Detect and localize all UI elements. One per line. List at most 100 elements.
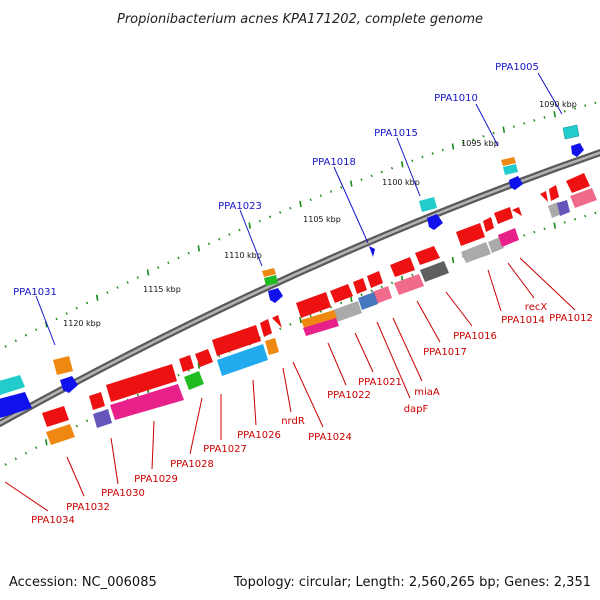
gene-ppa1030[interactable] xyxy=(89,392,105,410)
gene-ppa1021-blue[interactable] xyxy=(358,292,378,310)
gene-box-ppa1031[interactable] xyxy=(53,356,73,375)
gene-box-ppa1009[interactable] xyxy=(501,157,516,166)
gene-box-left-cyan[interactable] xyxy=(0,375,25,395)
gene-ppa1021-a[interactable] xyxy=(367,271,383,288)
label-ppa1018[interactable]: PPA1018 xyxy=(312,157,356,168)
label-ppa1032[interactable]: PPA1032 xyxy=(66,502,110,513)
gene-arrow-ppa1006[interactable] xyxy=(571,143,584,157)
leader-miaa xyxy=(392,317,423,382)
gene-ppa1017-a[interactable] xyxy=(415,246,440,265)
gene-recx-b[interactable] xyxy=(540,191,548,202)
gene-ppa1022-magenta[interactable] xyxy=(303,318,339,336)
gene-ppa1027[interactable] xyxy=(195,349,213,367)
gene-ppa1032-b[interactable] xyxy=(46,424,75,445)
gene-ppa1014-red[interactable] xyxy=(494,207,513,224)
gene-box-ppa1023a[interactable] xyxy=(262,268,276,277)
ruler-minor-tick xyxy=(65,312,68,315)
gene-arrow-ppa1015b[interactable] xyxy=(427,214,443,230)
inner-ruler-minor-tick xyxy=(309,314,312,318)
label-ppa1012[interactable]: PPA1012 xyxy=(549,313,593,324)
gene-ppa1024-orange[interactable] xyxy=(265,338,279,355)
label-ppa1024[interactable]: PPA1024 xyxy=(308,432,352,443)
gene-box-ppa1023b[interactable] xyxy=(264,275,278,286)
gene-ppa1021-pink[interactable] xyxy=(372,286,392,304)
ruler-minor-tick xyxy=(177,256,180,260)
gene-nrdr[interactable] xyxy=(272,315,282,328)
gene-ppa1021-b[interactable] xyxy=(353,278,367,294)
label-miaa[interactable]: miaA xyxy=(414,387,440,398)
gene-arrow-ppa1023[interactable] xyxy=(268,288,283,303)
label-recx[interactable]: recX xyxy=(525,302,548,313)
gene-dapf[interactable] xyxy=(394,274,424,295)
ruler-minor-tick xyxy=(319,194,322,198)
label-ppa1028[interactable]: PPA1028 xyxy=(170,459,214,470)
gene-ppa1028-green[interactable] xyxy=(184,371,204,390)
label-ppa1023[interactable]: PPA1023 xyxy=(218,201,262,212)
gene-recx[interactable] xyxy=(549,185,559,201)
gene-box-ppa1010[interactable] xyxy=(503,164,518,175)
ruler-minor-tick xyxy=(594,101,597,105)
ruler-major-tick xyxy=(197,245,201,252)
ruler-major-tick xyxy=(146,269,150,276)
gene-ppa1032[interactable] xyxy=(42,406,69,427)
ruler-minor-tick xyxy=(85,301,89,305)
label-ppa1022[interactable]: PPA1022 xyxy=(327,390,371,401)
kbp-label-1095: 1095 kbp xyxy=(461,139,499,148)
gene-ppa1022-orange[interactable] xyxy=(301,310,337,328)
ruler-major-tick xyxy=(248,222,251,229)
gene-ppa1022-b[interactable] xyxy=(296,292,331,318)
inner-ruler-major-tick xyxy=(451,256,455,264)
ruler-minor-tick xyxy=(35,328,38,332)
inner-ruler-major-tick xyxy=(299,316,302,324)
gene-box-left-blue[interactable] xyxy=(0,392,32,418)
label-ppa1014[interactable]: PPA1014 xyxy=(501,315,545,326)
label-ppa1015[interactable]: PPA1015 xyxy=(374,128,418,139)
gene-ppa1024[interactable] xyxy=(260,319,272,337)
gene-arrow-ppa1031b[interactable] xyxy=(60,376,78,393)
gene-box-ppa1015[interactable] xyxy=(419,197,437,212)
gene-arrow-ppa1011[interactable] xyxy=(509,176,523,190)
gene-ppa1028[interactable] xyxy=(179,355,194,372)
gene-ppa1014-small[interactable] xyxy=(512,207,522,216)
inner-ruler-minor-tick xyxy=(218,354,221,358)
gene-ppa1012-a[interactable] xyxy=(566,173,590,193)
gene-ppa1029-b[interactable] xyxy=(110,384,184,420)
gene-ppa1026[interactable] xyxy=(212,325,261,356)
label-ppa1017[interactable]: PPA1017 xyxy=(423,347,467,358)
gene-ppa1016-magenta[interactable] xyxy=(498,228,519,247)
label-ppa1030[interactable]: PPA1030 xyxy=(101,488,145,499)
label-ppa1031[interactable]: PPA1031 xyxy=(13,287,57,298)
label-ppa1021[interactable]: PPA1021 xyxy=(358,377,402,388)
gene-arrow-ppa1018[interactable] xyxy=(369,246,375,257)
label-ppa1016[interactable]: PPA1016 xyxy=(453,331,497,342)
gene-ppa1014-purple[interactable] xyxy=(557,200,570,216)
label-ppa1010[interactable]: PPA1010 xyxy=(434,93,478,104)
gene-ppa1016[interactable] xyxy=(456,223,485,246)
gene-ppa1022-gray[interactable] xyxy=(333,301,362,322)
gene-ppa1012-b[interactable] xyxy=(570,188,597,208)
label-ppa1026[interactable]: PPA1026 xyxy=(237,430,281,441)
ruler-minor-tick xyxy=(157,266,160,269)
label-dapf[interactable]: dapF xyxy=(404,404,429,415)
gene-ppa1016-gray[interactable] xyxy=(461,242,491,263)
leader-ppa1028 xyxy=(189,397,203,455)
gene-ppa1029[interactable] xyxy=(106,364,177,402)
label-ppa1034[interactable]: PPA1034 xyxy=(31,515,75,526)
gene-ppa1016-small[interactable] xyxy=(483,217,494,232)
label-nrdr[interactable]: nrdR xyxy=(281,416,305,427)
label-ppa1005[interactable]: PPA1005 xyxy=(495,62,539,73)
gene-box-ppa1005[interactable] xyxy=(562,124,580,140)
leader-ppa1031 xyxy=(35,295,56,346)
label-ppa1029[interactable]: PPA1029 xyxy=(134,474,178,485)
lower-gene-glyphs xyxy=(42,173,597,445)
gene-ppa1017-b[interactable] xyxy=(390,257,415,277)
ruler-minor-tick xyxy=(370,174,373,178)
gene-ppa1022-a[interactable] xyxy=(330,284,353,303)
gene-ppa1026-b[interactable] xyxy=(217,344,268,376)
leader-ppa1010 xyxy=(475,103,499,147)
gene-ppa1030-b[interactable] xyxy=(93,409,112,428)
label-ppa1027[interactable]: PPA1027 xyxy=(203,444,247,455)
leader-recx xyxy=(507,262,535,299)
gene-miaa[interactable] xyxy=(420,261,449,282)
